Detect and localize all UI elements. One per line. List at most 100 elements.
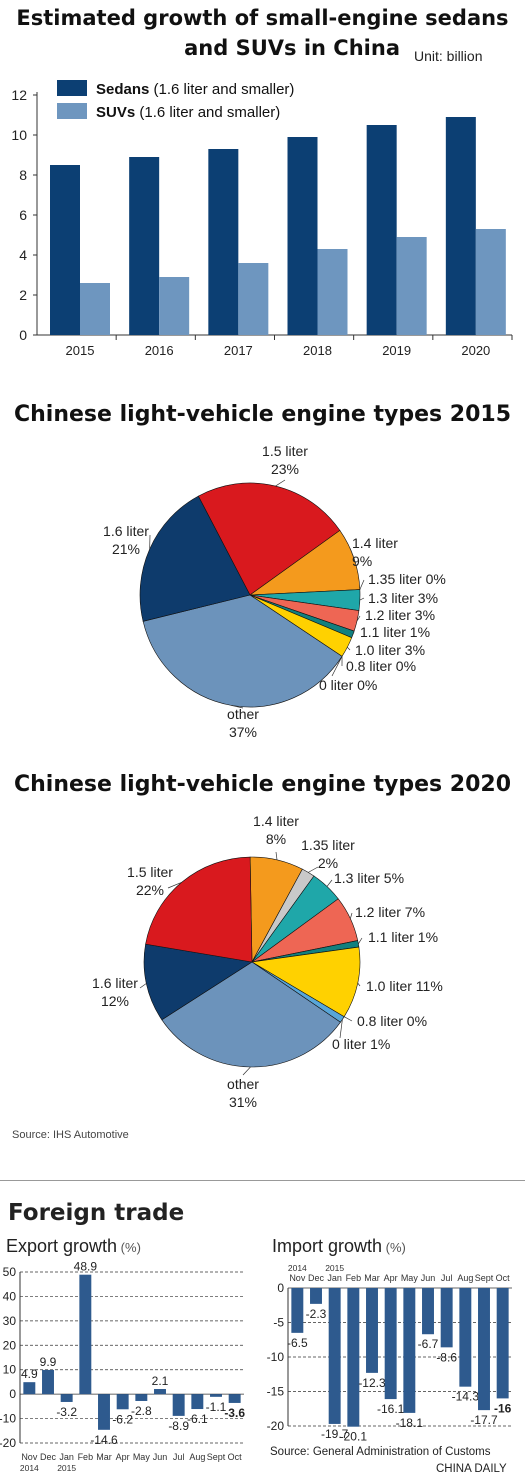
import-bar <box>459 1288 472 1387</box>
export-title-text: Export growth <box>6 1236 117 1256</box>
chart1-x-tick-label: 2016 <box>145 343 174 358</box>
section-divider <box>0 1180 525 1181</box>
sedan-bar <box>366 125 397 335</box>
export-y-tick-label: 10 <box>3 1363 17 1377</box>
chart1-legend-label: SUVs (1.6 liter and smaller) <box>96 104 280 121</box>
export-unit: (%) <box>117 1240 141 1255</box>
undefined-slice <box>142 594 343 708</box>
undefined-leader <box>352 631 355 635</box>
undefined-slice-label: 1.3 liter 3% <box>368 590 438 606</box>
undefined-slice <box>251 946 361 1018</box>
undefined-slice-label: 1.1 liter 1% <box>360 624 430 640</box>
chart1-x-tick-label: 2017 <box>224 343 253 358</box>
chart1-x-tick-label: 2015 <box>66 343 95 358</box>
import-x-tick-label: Feb <box>346 1273 362 1283</box>
undefined-slice-label: 1.5 liter <box>262 443 308 459</box>
export-value-label: -14.6 <box>90 1433 118 1447</box>
chart1-legend-swatch <box>57 103 87 119</box>
undefined-leader <box>339 1019 343 1039</box>
export-bar <box>228 1394 241 1403</box>
import-value-label: -2.3 <box>306 1307 327 1321</box>
undefined-leader <box>231 705 244 709</box>
export-bar <box>42 1369 54 1395</box>
undefined-leader <box>359 597 365 601</box>
undefined-leader <box>167 881 182 889</box>
export-x-tick-label: Jun <box>153 1452 168 1462</box>
suv-bar <box>238 263 269 335</box>
sedan-bar <box>208 149 239 335</box>
source-ihs: Source: IHS Automotive <box>12 1129 129 1141</box>
undefined-slice-label: 1.4 liter <box>352 535 398 551</box>
import-year-label: 2015 <box>325 1263 344 1273</box>
chart1-x-tick-label: 2020 <box>461 343 490 358</box>
export-bar <box>210 1394 222 1397</box>
undefined-slice-label: 1.0 liter 3% <box>355 642 425 658</box>
import-x-tick-label: Jun <box>421 1273 436 1283</box>
import-bar <box>440 1288 453 1348</box>
import-x-tick-label: Jan <box>327 1273 342 1283</box>
undefined-leader <box>344 1016 353 1022</box>
export-value-label: 4.9 <box>21 1367 38 1381</box>
trade-source: Source: General Administration of Custom… <box>270 1446 491 1458</box>
sedan-bar <box>287 137 318 335</box>
chart2-title: Chinese light-vehicle engine types 2015 <box>14 402 511 427</box>
undefined-slice <box>143 943 253 1021</box>
export-x-tick-label: May <box>133 1452 151 1462</box>
suv-bar <box>159 277 190 335</box>
import-x-tick-label: Dec <box>308 1273 325 1283</box>
export-y-tick-label: 40 <box>3 1289 17 1303</box>
import-bar <box>384 1288 397 1400</box>
undefined-leader <box>359 579 365 590</box>
legend-series-name: Sedans <box>96 81 149 98</box>
import-value-label: -14.3 <box>452 1390 480 1404</box>
trade-credit: CHINA DAILY <box>436 1463 507 1475</box>
import-x-tick-label: Apr <box>384 1273 398 1283</box>
suv-bar <box>475 229 506 335</box>
import-bar <box>403 1288 416 1413</box>
import-value-label: -6.5 <box>287 1336 308 1350</box>
undefined-slice-pct: 12% <box>101 993 129 1009</box>
chart1-x-tick-label: 2018 <box>303 343 332 358</box>
undefined-slice-label: 0 liter 0% <box>319 677 377 693</box>
import-y-tick-label: 0 <box>277 1281 284 1295</box>
undefined-slice-label: 0.8 liter 0% <box>357 1013 427 1029</box>
import-x-tick-label: Aug <box>457 1273 473 1283</box>
export-value-label: -6.2 <box>112 1412 133 1426</box>
export-value-label: 2.1 <box>152 1374 169 1388</box>
chart1-svg: 0 2 4 6 8 10 12 2015 2016 2017 2018 2019 2020 Sedans … <box>11 80 513 358</box>
import-bar <box>496 1288 509 1399</box>
legend-series-name: SUVs <box>96 104 135 121</box>
undefined-slice-pct: 21% <box>112 541 140 557</box>
chart1-legend-swatch <box>57 80 87 96</box>
undefined-leader <box>358 937 363 944</box>
undefined-slice-label: 1.6 liter <box>103 523 149 539</box>
export-bar <box>23 1382 36 1395</box>
trade-title: Foreign trade <box>8 1200 185 1226</box>
import-value-label: -20.1 <box>340 1430 368 1444</box>
chart1-y-tick-label: 8 <box>19 167 27 183</box>
export-value-label: -2.8 <box>131 1404 152 1418</box>
chart1-y-tick-label: 12 <box>11 87 27 103</box>
undefined-slice-pct: 23% <box>271 461 299 477</box>
chart1-y-tick-label: 0 <box>19 327 27 343</box>
undefined-slice-label: 1.35 liter <box>301 837 355 853</box>
import-x-tick-label: Sept <box>475 1273 494 1283</box>
undefined-leader <box>356 615 361 622</box>
chart1-unit: Unit: billion <box>414 48 483 64</box>
export-x-tick-label: Jul <box>173 1452 185 1462</box>
undefined-leader <box>350 912 353 919</box>
chart1-title-line2: and SUVs in China <box>184 36 400 60</box>
undefined-leader <box>242 1066 251 1076</box>
chart1-title-line1: Estimated growth of small-engine sedans <box>16 6 509 30</box>
import-bar <box>328 1288 341 1424</box>
export-bar <box>60 1394 73 1402</box>
undefined-leader <box>347 646 351 651</box>
export-x-tick-label: Feb <box>78 1452 94 1462</box>
import-bar <box>291 1288 304 1333</box>
export-title: Export growth (%) <box>6 1236 141 1256</box>
import-value-label: -6.7 <box>418 1337 439 1351</box>
export-bar <box>98 1394 110 1430</box>
undefined-slice-label: 1.35 liter 0% <box>368 571 446 587</box>
export-value-label: -3.6 <box>224 1406 245 1420</box>
import-y-tick-label: -20 <box>267 1419 285 1433</box>
